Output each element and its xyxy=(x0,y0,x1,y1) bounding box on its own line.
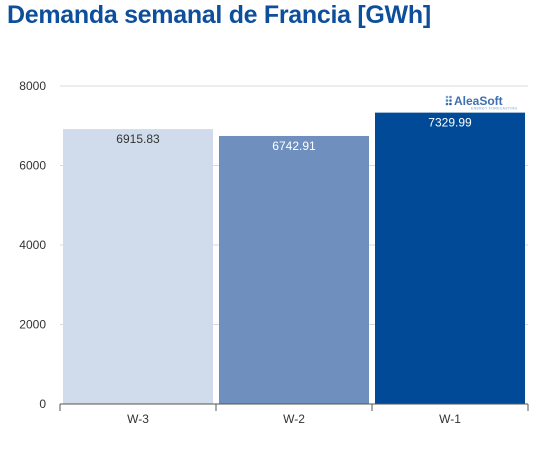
bars: 6915.83 6742.91 7329.99 xyxy=(63,112,525,404)
y-tick-label: 0 xyxy=(39,397,46,411)
x-tick-label: W-2 xyxy=(283,412,305,426)
chart-title: Demanda semanal de Francia [GWh] xyxy=(7,1,431,29)
data-label: 6915.83 xyxy=(116,132,160,146)
data-label: 6742.91 xyxy=(272,139,316,153)
x-axis: W-3 W-2 W-1 xyxy=(59,403,529,426)
logo-tagline: ENERGY FORECASTING xyxy=(471,107,517,111)
bar xyxy=(375,112,525,404)
bar xyxy=(219,135,369,404)
x-tick-label: W-3 xyxy=(127,412,149,426)
y-axis: 0 2000 4000 6000 8000 xyxy=(19,79,46,411)
logo-mark-icon xyxy=(445,95,452,106)
y-tick-label: 8000 xyxy=(19,79,46,93)
aleasoft-logo: AleaSoft ENERGY FORECASTING xyxy=(445,94,517,111)
x-tick-label: W-1 xyxy=(439,412,461,426)
bar xyxy=(63,129,213,404)
data-label: 7329.99 xyxy=(428,116,472,130)
y-tick-label: 4000 xyxy=(19,238,46,252)
logo-name: AleaSoft xyxy=(454,94,503,108)
y-tick-label: 2000 xyxy=(19,318,46,332)
y-tick-label: 6000 xyxy=(19,159,46,173)
